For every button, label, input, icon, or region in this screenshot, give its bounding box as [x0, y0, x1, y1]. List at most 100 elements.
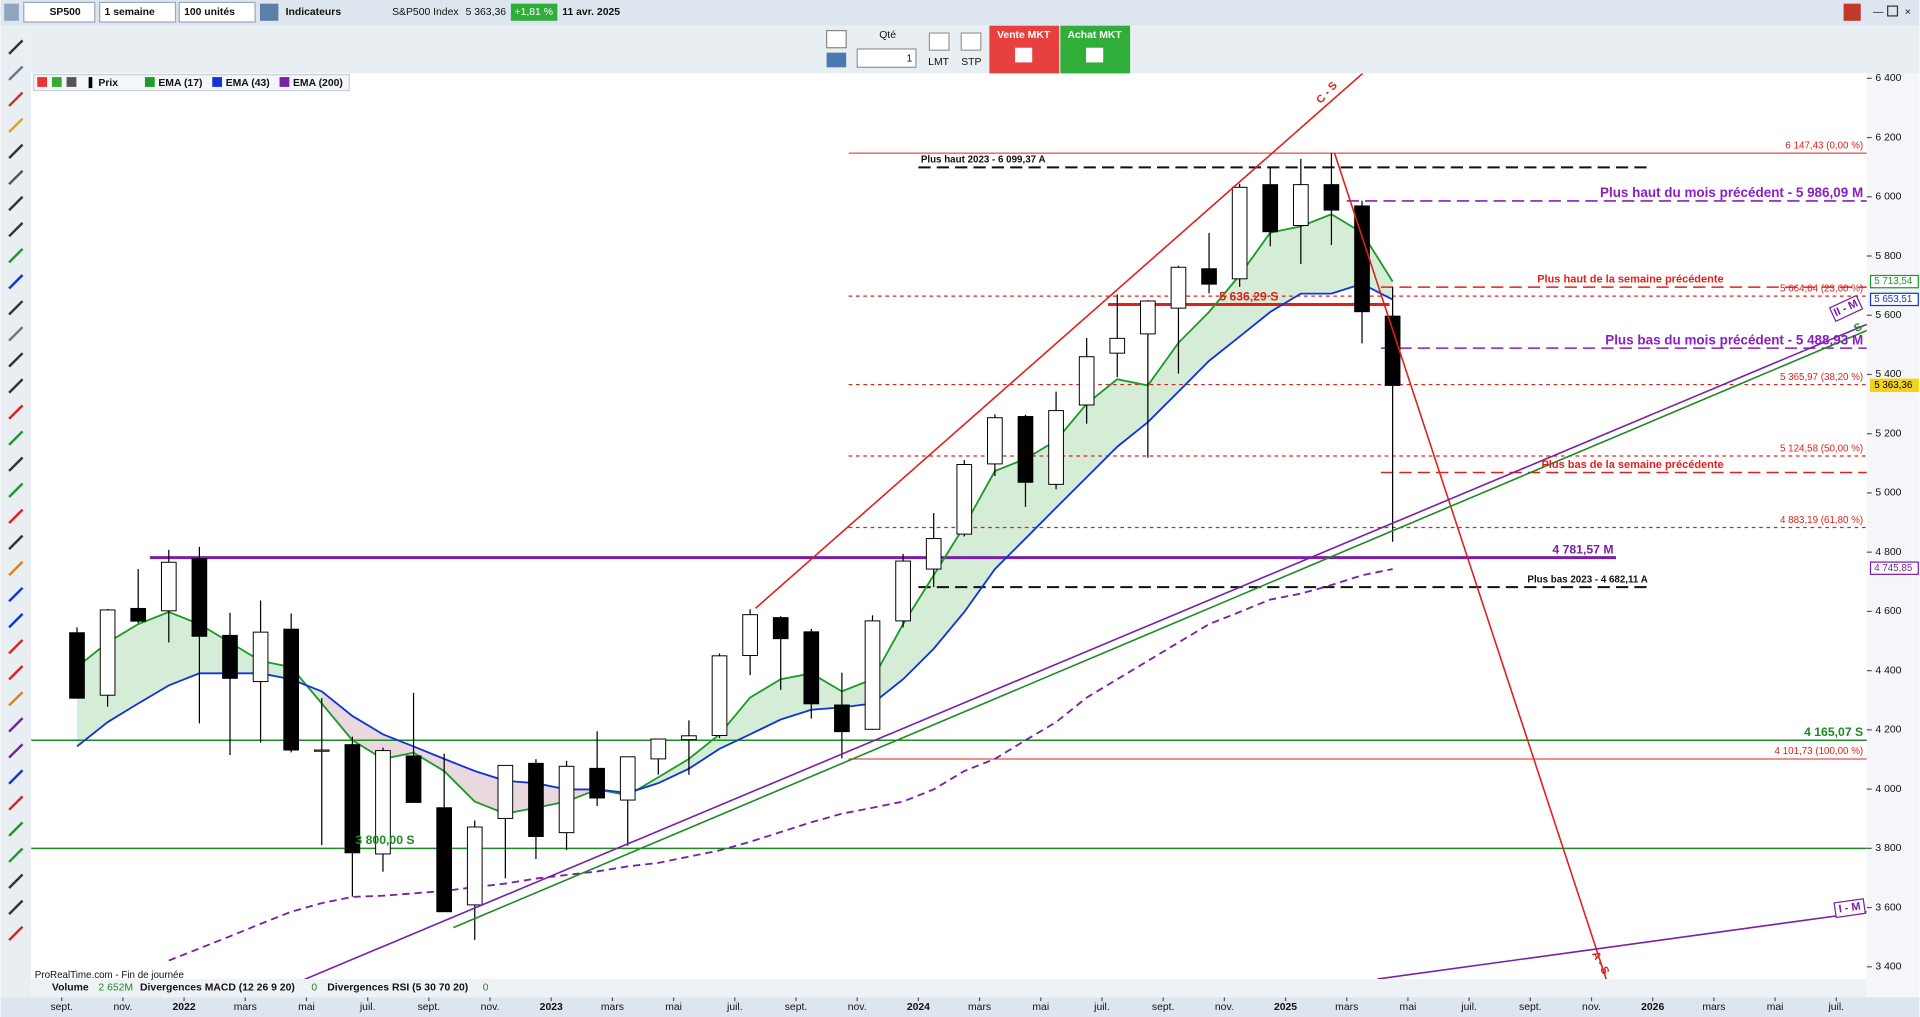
- stop[interactable]: STP: [961, 57, 981, 68]
- legend-icon[interactable]: [51, 77, 62, 87]
- legend-price: Prix: [98, 78, 118, 89]
- candle-body: [864, 620, 881, 730]
- tool-icon[interactable]: [8, 873, 24, 889]
- tool-icon[interactable]: [8, 691, 24, 707]
- tool-icon[interactable]: [8, 821, 24, 837]
- candle-body: [742, 614, 758, 657]
- indicators-icon: [259, 3, 279, 21]
- tool-icon[interactable]: [8, 639, 24, 655]
- x-tick-label: mai: [1767, 1002, 1784, 1013]
- left-toolbar: [0, 25, 32, 1017]
- units: 100 unités: [184, 7, 235, 18]
- qty-input[interactable]: [856, 48, 917, 68]
- candle-body: [99, 609, 116, 696]
- macd[interactable]: Divergences MACD (12 26 9 20): [140, 982, 295, 993]
- price-tag-label: 4 745,85: [1874, 563, 1913, 574]
- tool-icon[interactable]: [8, 925, 24, 942]
- qty: 1: [906, 53, 912, 64]
- candle-body: [528, 762, 544, 837]
- tool-icon[interactable]: [8, 560, 24, 577]
- tool-icon[interactable]: [8, 743, 24, 759]
- tool-icon[interactable]: [8, 586, 24, 603]
- tool-icon[interactable]: [8, 665, 24, 681]
- legend-label[interactable]: EMA (43): [226, 78, 270, 89]
- volume[interactable]: Volume: [52, 982, 89, 993]
- x-tick-label: mars: [234, 1002, 257, 1013]
- y-tick-label: 4 800: [1875, 547, 1901, 558]
- keypad-button[interactable]: [826, 52, 847, 68]
- tool-icon[interactable]: [8, 534, 24, 550]
- close[interactable]: ×: [1905, 7, 1911, 18]
- tool-icon[interactable]: [8, 352, 24, 368]
- tool-icon[interactable]: [8, 482, 24, 498]
- limit[interactable]: LMT: [928, 57, 949, 68]
- plot-area: [31, 73, 1867, 980]
- tool-icon[interactable]: [8, 169, 24, 186]
- maximize[interactable]: [1887, 5, 1899, 17]
- price-tag-label: 5 713,54: [1874, 276, 1913, 287]
- indicators-button[interactable]: Indicateurs: [259, 3, 341, 21]
- y-tick-label: 5 600: [1875, 310, 1901, 321]
- window-icon[interactable]: [1843, 3, 1861, 21]
- legend-label[interactable]: EMA (17): [158, 78, 202, 89]
- period-dropdown[interactable]: 1 semaine: [99, 1, 177, 23]
- rsi[interactable]: Divergences RSI (5 30 70 20): [327, 982, 468, 993]
- tool-icon[interactable]: [8, 65, 24, 81]
- ema-fill: [994, 458, 1026, 570]
- legend-icon[interactable]: [66, 77, 77, 87]
- candle-body: [160, 561, 177, 612]
- tool-icon[interactable]: [8, 613, 24, 629]
- tool-icon[interactable]: [8, 195, 24, 212]
- y-tick-label: 6 400: [1875, 73, 1901, 84]
- tool-icon[interactable]: [8, 300, 24, 316]
- symbol-dropdown[interactable]: SP500: [23, 1, 96, 23]
- tool-icon[interactable]: [8, 899, 24, 915]
- units-dropdown[interactable]: 100 unités: [178, 1, 256, 23]
- tool-icon[interactable]: [8, 769, 24, 785]
- minimize[interactable]: —: [1873, 7, 1884, 18]
- x-tick-label: nov.: [1582, 1002, 1601, 1013]
- legend: EMA (17) EMA (43) EMA (200): [144, 77, 343, 89]
- tool-icon[interactable]: [8, 404, 24, 420]
- y-tick-label: 4 600: [1875, 606, 1901, 617]
- tool-icon[interactable]: [8, 274, 24, 290]
- candle-body: [711, 655, 728, 736]
- tool-icon[interactable]: [8, 795, 24, 811]
- tool-icon[interactable]: [8, 39, 24, 55]
- trendline: [453, 329, 1867, 929]
- level-label: 4 165,07 S: [1804, 725, 1863, 739]
- limit-icon[interactable]: [928, 32, 950, 51]
- tool-icon[interactable]: [8, 143, 24, 159]
- candle-body: [1384, 315, 1401, 386]
- trendline: [1333, 152, 1607, 980]
- stop-icon[interactable]: [960, 32, 982, 51]
- ema-fill: [1239, 232, 1271, 337]
- symbol: SP500: [49, 7, 80, 18]
- change: +1,81 %: [515, 7, 553, 18]
- candle-body: [1109, 337, 1126, 354]
- x-tick-label: mars: [1335, 1002, 1358, 1013]
- candle-body: [1017, 416, 1034, 483]
- settings-button[interactable]: [825, 29, 847, 49]
- tool-icon[interactable]: [8, 430, 24, 446]
- tool-icon[interactable]: [8, 117, 24, 133]
- top-bar: [0, 0, 1920, 26]
- sell: Vente MKT: [997, 30, 1051, 41]
- tool-icon[interactable]: [8, 456, 24, 472]
- tool-icon[interactable]: [8, 248, 24, 264]
- tool-icon[interactable]: [8, 91, 24, 107]
- tool-icon[interactable]: [8, 378, 24, 394]
- tool-icon[interactable]: [8, 508, 24, 524]
- tool-icon[interactable]: [8, 326, 24, 342]
- candle-body: [558, 765, 575, 834]
- candle-body: [1048, 410, 1064, 485]
- change-badge: [510, 3, 558, 21]
- tool-icon[interactable]: [8, 847, 24, 863]
- tool-icon[interactable]: [8, 221, 24, 238]
- legend-swatch: [212, 77, 223, 87]
- x-tick-label: juil.: [1460, 1002, 1477, 1013]
- legend-label[interactable]: EMA (200): [293, 78, 343, 89]
- candle-body: [1293, 184, 1309, 226]
- tool-icon[interactable]: [8, 717, 24, 733]
- legend-icon[interactable]: [37, 77, 48, 87]
